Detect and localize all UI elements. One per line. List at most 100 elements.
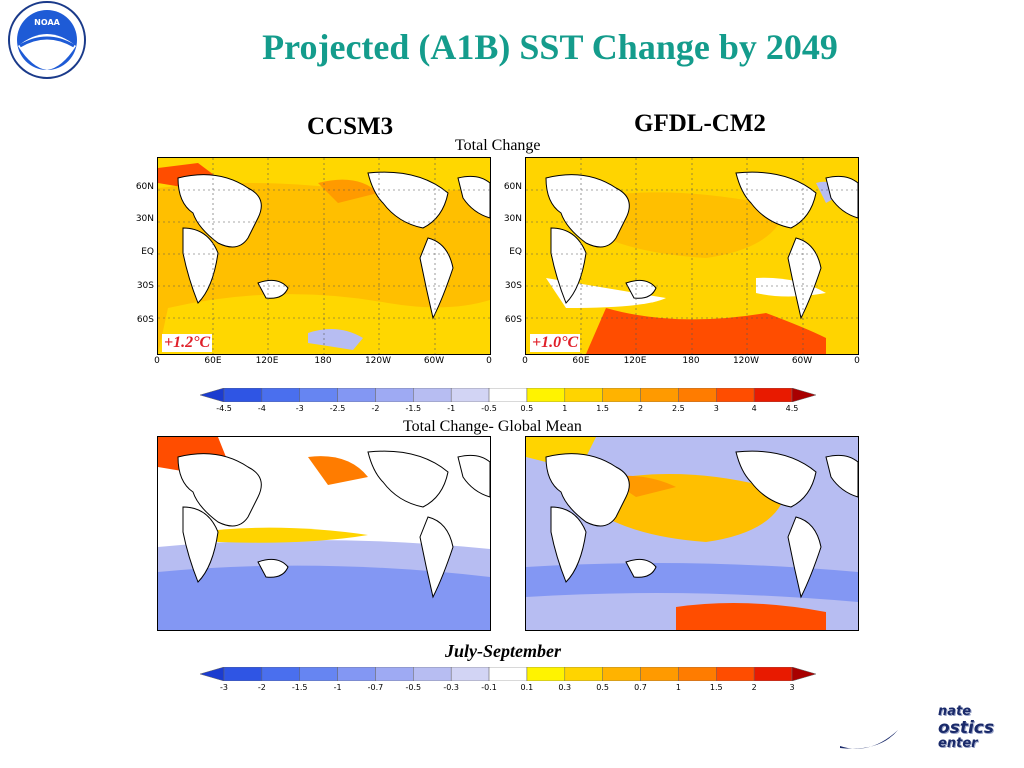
colorbar-top-tick-label-13: 3 bbox=[713, 404, 719, 413]
footer-logo-line-3: enter bbox=[938, 736, 978, 751]
map-gfdl-anomaly bbox=[525, 436, 859, 631]
colorbar-top-swatch-4 bbox=[337, 387, 376, 403]
lat-label-right-1: 60N bbox=[503, 182, 522, 192]
lon-label-left-5: 120W bbox=[364, 356, 392, 366]
colorbar-bottom-swatch-7 bbox=[450, 666, 490, 682]
lon-label-right-5: 120W bbox=[732, 356, 760, 366]
colorbar-bottom-tick-label-11: 0.7 bbox=[634, 683, 647, 692]
colorbar-bottom-swatch-6 bbox=[413, 666, 452, 682]
colorbar-top-tick-label-11: 2 bbox=[637, 404, 644, 413]
colorbar-bottom-tick-label-7: -0.1 bbox=[481, 683, 497, 692]
lat-label-right-2: 30N bbox=[503, 214, 522, 224]
lon-label-right-2: 60E bbox=[572, 356, 590, 366]
lon-label-right-7: 0 bbox=[854, 356, 860, 366]
colorbar-top-tick-label-6: -1 bbox=[447, 404, 456, 413]
footer-logo-line-1: nate bbox=[938, 704, 972, 719]
colorbar-bottom-swatch-11 bbox=[602, 666, 641, 682]
colorbar-bottom-swatch-2 bbox=[261, 666, 300, 682]
colorbar-bottom-swatch-12 bbox=[640, 666, 679, 682]
lon-label-left-6: 60W bbox=[423, 356, 445, 366]
colorbar-bottom-bar bbox=[199, 666, 817, 682]
noaa-logo-text: NOAA bbox=[34, 18, 60, 27]
lon-label-right-1: 0 bbox=[522, 356, 528, 366]
colorbar-bottom-tick-label-1: -2 bbox=[257, 683, 266, 692]
lon-label-left-1: 0 bbox=[154, 356, 160, 366]
slide-title: Projected (A1B) SST Change by 2049 bbox=[262, 27, 838, 67]
colorbar-bottom-swatch-0 bbox=[199, 666, 225, 682]
colorbar-top-tick-label-1: -4 bbox=[257, 404, 266, 413]
colorbar-bottom-tick-label-2: -1.5 bbox=[291, 683, 308, 692]
colorbar-top-tick-label-9: 1 bbox=[562, 404, 568, 413]
map-gfdl-total bbox=[525, 157, 859, 355]
lon-label-left-3: 120E bbox=[255, 356, 279, 366]
colorbar-top-tick-label-0: -4.5 bbox=[216, 404, 232, 413]
colorbar-top-tick-label-10: 1.5 bbox=[596, 404, 610, 413]
model-title-ccsm3: CCSM3 bbox=[307, 113, 394, 140]
colorbar-top-swatch-16 bbox=[791, 387, 817, 403]
lon-label-left-2: 60E bbox=[204, 356, 222, 366]
lat-label-right-5: 60S bbox=[504, 315, 522, 325]
colorbar-bottom-tick-label-15: 3 bbox=[789, 683, 795, 692]
colorbar-bottom-tick-label-12: 1 bbox=[675, 683, 681, 692]
colorbar-bottom-tick-label-4: -0.7 bbox=[367, 683, 384, 692]
colorbar-top-swatch-13 bbox=[678, 387, 717, 403]
footer-logo-line-2: ostics bbox=[938, 718, 994, 738]
lon-label-right-4: 180 bbox=[682, 356, 700, 366]
colorbar-top-tick-label-12: 2.5 bbox=[672, 404, 685, 413]
colorbar-top-swatch-3 bbox=[299, 387, 338, 403]
colorbar-top-swatch-10 bbox=[564, 387, 603, 403]
colorbar-top-swatch-1 bbox=[223, 387, 263, 403]
colorbar-top-swatch-9 bbox=[526, 387, 566, 403]
colorbar-top: -4.5 -4 -3 -2.5 -2 -1.5 -1 -0.5 0.5 1 1.5 2 2.5 3 4 4.5 bbox=[199, 387, 817, 418]
lat-label-left-1: 60N bbox=[135, 182, 154, 192]
colorbar-top-swatch-5 bbox=[375, 387, 414, 403]
colorbar-bottom-swatch-9 bbox=[526, 666, 566, 682]
map-ccsm3-anomaly bbox=[157, 436, 491, 631]
lat-label-left-5: 60S bbox=[136, 315, 154, 325]
colorbar-top-swatch-12 bbox=[640, 387, 679, 403]
colorbar-top-swatch-0 bbox=[199, 387, 225, 403]
colorbar-bottom-swatch-16 bbox=[791, 666, 817, 682]
colorbar-bottom-swatch-5 bbox=[375, 666, 414, 682]
colorbar-top-swatch-14 bbox=[716, 387, 755, 403]
colorbar-bottom-tick-label-3: -1 bbox=[333, 683, 342, 692]
colorbar-top-swatch-7 bbox=[450, 387, 490, 403]
global-mean-ccsm3: +1.2°C bbox=[162, 334, 213, 352]
colorbar-top-tick-label-4: -2 bbox=[371, 404, 380, 413]
colorbar-top-tick-label-15: 4.5 bbox=[785, 404, 799, 413]
noaa-logo: NOAA bbox=[6, 0, 88, 80]
colorbar-bottom-swatch-10 bbox=[564, 666, 603, 682]
colorbar-top-swatch-6 bbox=[413, 387, 452, 403]
colorbar-top-tick-label-3: -2.5 bbox=[329, 404, 346, 413]
footer-logo-text: nate ostics enter bbox=[938, 704, 994, 752]
colorbar-bottom-swatch-14 bbox=[716, 666, 755, 682]
colorbar-top-tick-label-7: -0.5 bbox=[481, 404, 497, 413]
lon-label-right-6: 60W bbox=[791, 356, 813, 366]
colorbar-bottom-tick-label-0: -3 bbox=[220, 683, 228, 692]
colorbar-bottom-tick-label-8: 0.1 bbox=[520, 683, 534, 692]
colorbar-top-swatch-11 bbox=[602, 387, 641, 403]
lat-label-left-3: EQ bbox=[141, 247, 154, 257]
lon-label-left-7: 0 bbox=[486, 356, 492, 366]
lat-label-right-4: 30S bbox=[504, 281, 522, 291]
lat-label-left-2: 30N bbox=[135, 214, 154, 224]
global-mean-gfdl: +1.0°C bbox=[530, 334, 581, 352]
colorbar-top-swatch-15 bbox=[753, 387, 793, 403]
colorbar-bottom-tick-label-9: 0.3 bbox=[558, 683, 572, 692]
colorbar-bottom: -3 -2 -1.5 -1 -0.7 -0.5 -0.3 -0.1 0.1 0.3 0.5 0.7 1 1… bbox=[199, 666, 817, 697]
colorbar-bottom-tick-label-5: -0.5 bbox=[405, 683, 422, 692]
lat-label-left-4: 30S bbox=[136, 281, 154, 291]
map-ccsm3-total bbox=[157, 157, 491, 355]
colorbar-top-tick-label-8: 0.5 bbox=[520, 404, 534, 413]
colorbar-top-tick-label-5: -1.5 bbox=[405, 404, 422, 413]
colorbar-top-swatch-2 bbox=[261, 387, 300, 403]
season-label: July-September bbox=[445, 641, 561, 661]
lat-label-right-3: EQ bbox=[509, 247, 522, 257]
colorbar-bottom-tick-label-6: -0.3 bbox=[443, 683, 459, 692]
caption-total-change-global-mean: Total Change- Global Mean bbox=[403, 418, 582, 435]
lon-label-right-3: 120E bbox=[623, 356, 647, 366]
colorbar-bottom-swatch-15 bbox=[753, 666, 793, 682]
lon-label-left-4: 180 bbox=[314, 356, 332, 366]
colorbar-top-tick-label-14: 4 bbox=[751, 404, 757, 413]
colorbar-bottom-tick-label-14: 2 bbox=[751, 683, 757, 692]
